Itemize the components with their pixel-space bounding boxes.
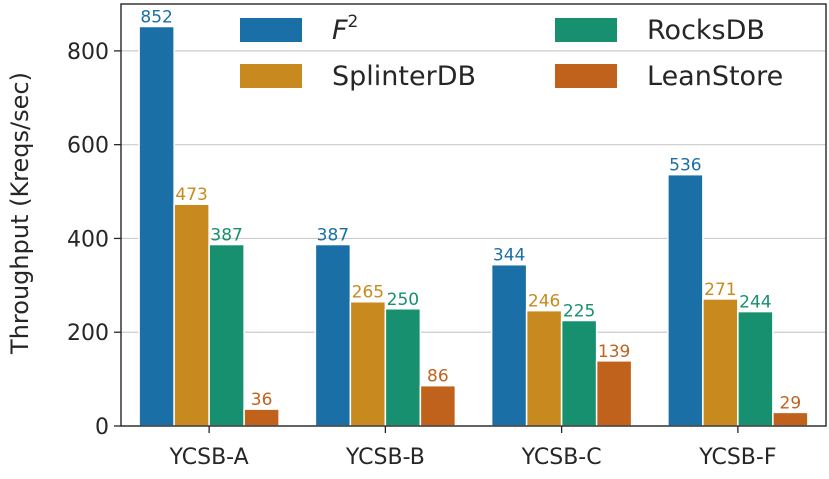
bar-leanstore-ycsb-a bbox=[243, 408, 280, 427]
legend-label-f: F2 bbox=[332, 12, 358, 46]
data-label: 29 bbox=[780, 393, 802, 413]
y-tick-label: 200 bbox=[67, 321, 109, 346]
y-axis-title: Throughput (Kreqs/sec) bbox=[6, 72, 34, 355]
data-label: 852 bbox=[140, 8, 172, 28]
legend-swatch-rocksdb bbox=[555, 18, 617, 42]
bar-f-ycsb-a bbox=[138, 25, 175, 427]
x-tick-label: YCSB-F bbox=[698, 445, 776, 470]
data-label: 250 bbox=[387, 290, 419, 310]
bar-leanstore-ycsb-b bbox=[419, 384, 457, 427]
x-tick-label: YCSB-C bbox=[521, 445, 602, 470]
bar-f-ycsb-f bbox=[667, 173, 704, 427]
bar-leanstore-ycsb-f bbox=[772, 411, 809, 427]
bars bbox=[138, 25, 809, 427]
data-label: 344 bbox=[493, 246, 525, 266]
bar-leanstore-ycsb-c bbox=[595, 360, 633, 427]
y-tick-label: 0 bbox=[95, 415, 109, 440]
legend-swatch-leanstore bbox=[555, 64, 617, 88]
bar-splinterdb-ycsb-b bbox=[349, 300, 387, 427]
y-tick-label: 600 bbox=[67, 134, 109, 159]
x-tick-label: YCSB-A bbox=[169, 445, 249, 470]
y-tick-label: 800 bbox=[67, 40, 109, 65]
data-label: 86 bbox=[427, 367, 449, 387]
data-label: 225 bbox=[563, 302, 595, 322]
data-label: 271 bbox=[704, 280, 736, 300]
data-label: 387 bbox=[210, 226, 242, 246]
data-label: 265 bbox=[352, 283, 384, 303]
legend-swatch-f bbox=[240, 18, 302, 42]
bar-f-ycsb-c bbox=[490, 263, 528, 427]
data-label: 244 bbox=[739, 293, 771, 313]
data-label: 473 bbox=[175, 185, 207, 205]
legend-label-leanstore: LeanStore bbox=[647, 61, 783, 92]
legend: F2 SplinterDB RocksDB LeanStore bbox=[240, 12, 783, 92]
legend-label-rocksdb: RocksDB bbox=[647, 15, 765, 46]
legend-swatch-splinterdb bbox=[240, 64, 302, 88]
bar-rocksdb-ycsb-f bbox=[737, 310, 774, 427]
data-label: 536 bbox=[669, 156, 701, 176]
plot-frame bbox=[120, 3, 827, 427]
data-label: 387 bbox=[317, 226, 349, 246]
data-label: 139 bbox=[598, 342, 630, 362]
y-tick-label: 400 bbox=[67, 227, 109, 252]
bar-rocksdb-ycsb-c bbox=[560, 319, 598, 427]
x-tick-label: YCSB-B bbox=[345, 445, 425, 470]
bar-rocksdb-ycsb-a bbox=[208, 243, 245, 427]
bar-splinterdb-ycsb-a bbox=[173, 203, 210, 427]
bar-splinterdb-ycsb-f bbox=[702, 298, 739, 427]
axes: 0 200 400 600 800 YCSB-A YCSB-B YCSB-C YCSB-F bbox=[67, 3, 827, 470]
data-label: 246 bbox=[528, 292, 560, 312]
bar-splinterdb-ycsb-c bbox=[525, 309, 563, 427]
bar-f-ycsb-b bbox=[314, 243, 352, 427]
legend-label-splinterdb: SplinterDB bbox=[332, 61, 476, 92]
data-label: 36 bbox=[251, 390, 273, 410]
bar-rocksdb-ycsb-b bbox=[384, 308, 422, 427]
